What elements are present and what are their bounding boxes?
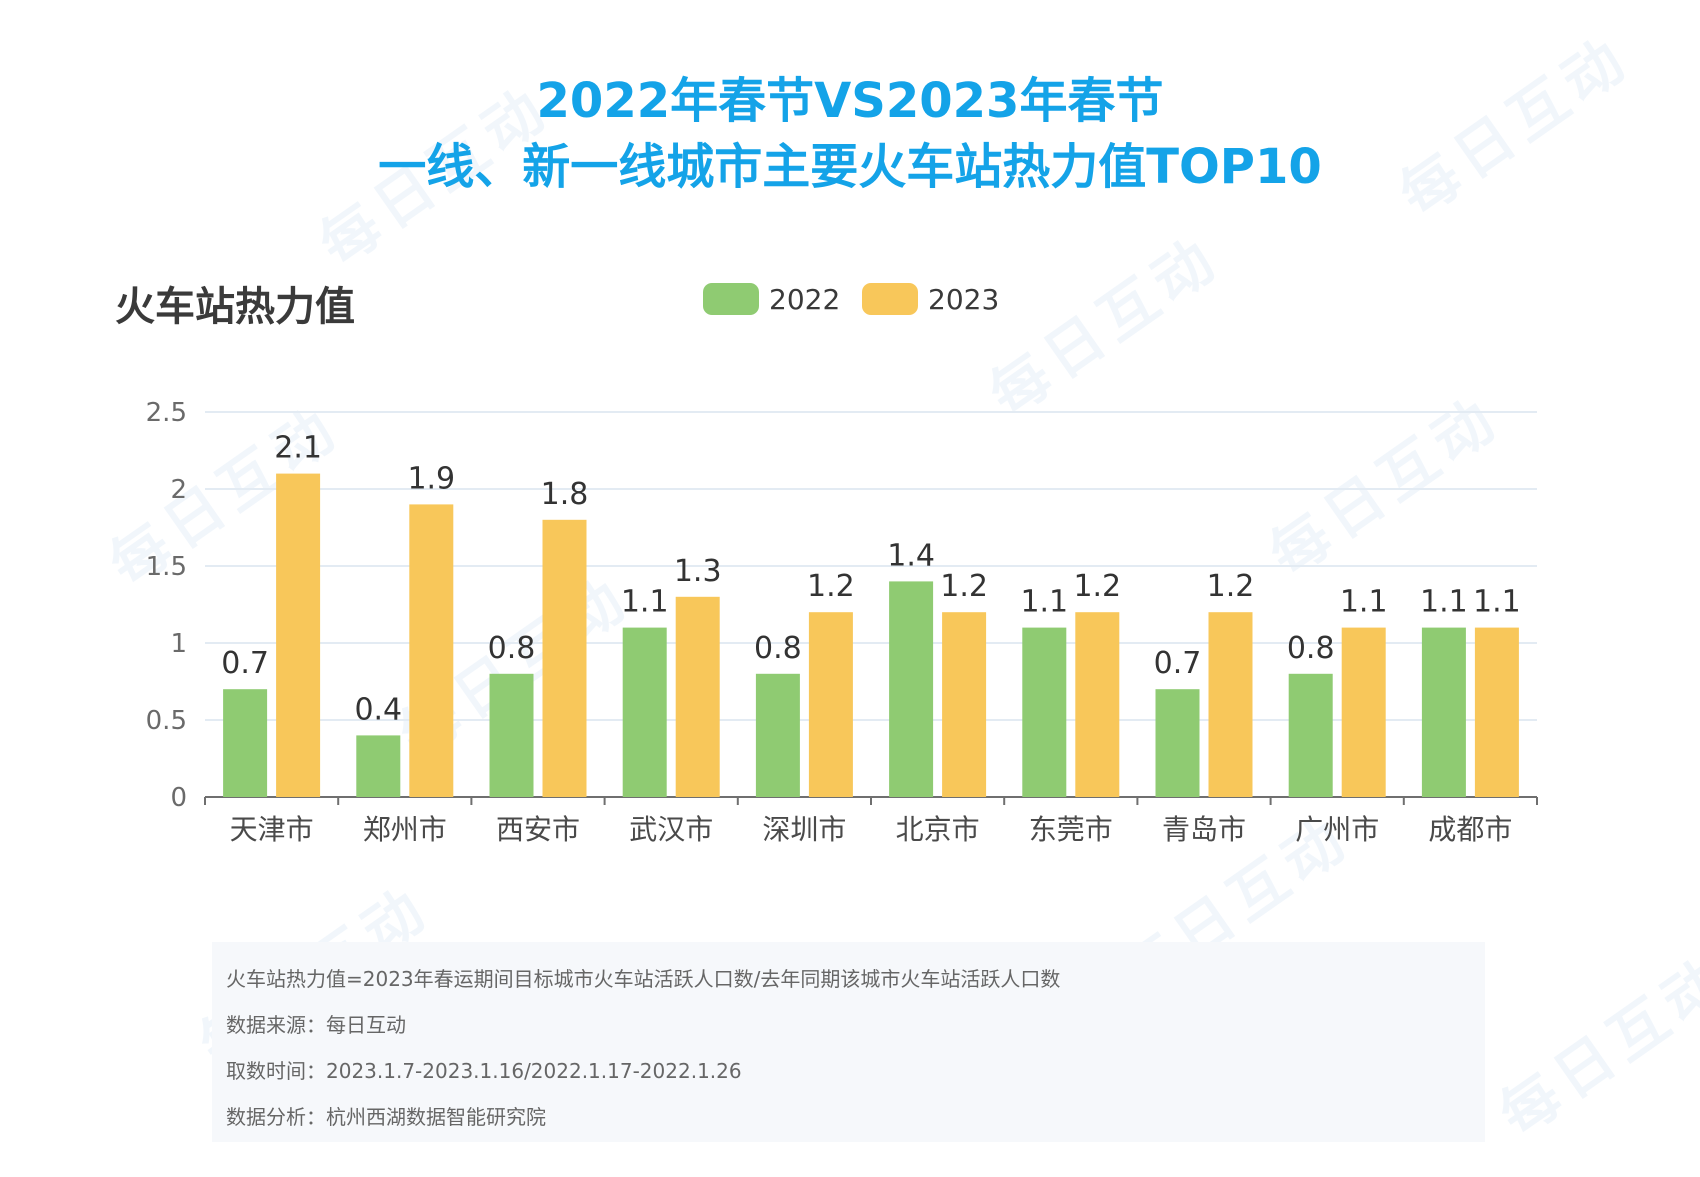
chart-title-line1: 2022年春节VS2023年春节 [536,73,1164,129]
y-tick-label: 1 [170,629,187,659]
bar-2023 [1208,612,1253,797]
bar-2023 [542,519,587,797]
data-label-2023: 1.2 [940,569,988,604]
data-label-2023: 1.1 [1473,585,1521,620]
legend-label-2023: 2023 [928,282,1000,316]
bar-2023 [675,596,720,797]
bar-2022 [356,735,401,797]
x-category-label: 东莞市 [1029,813,1113,846]
note-period: 取数时间：2023.1.7-2023.1.16/2022.1.17-2022.1… [226,1059,742,1083]
note-source: 数据来源：每日互动 [226,1013,406,1037]
data-label-2022: 0.8 [1287,631,1335,666]
bar-2023 [942,612,987,797]
data-label-2022: 1.1 [1020,585,1068,620]
data-label-2022: 0.7 [1154,646,1202,681]
notes-panel: 火车站热力值=2023年春运期间目标城市火车站活跃人口数/去年同期该城市火车站活… [212,942,1485,1142]
bar-2022 [622,627,667,797]
data-label-2023: 1.1 [1340,585,1388,620]
x-category-label: 成都市 [1428,813,1512,846]
y-axis-title: 火车站热力值 [115,284,355,330]
x-category-label: 北京市 [896,813,980,846]
note-analysis: 数据分析：杭州西湖数据智能研究院 [226,1105,546,1129]
x-category-label: 西安市 [496,813,580,846]
bar-2023 [1474,627,1519,797]
y-tick-label: 2.5 [146,398,187,428]
x-category-label: 天津市 [230,813,314,846]
bar-2022 [489,673,534,797]
data-label-2022: 1.1 [621,585,669,620]
y-tick-label: 1.5 [146,552,187,582]
bar-2022 [1421,627,1466,797]
bar-2022 [1288,673,1333,797]
bar-2023 [808,612,853,797]
x-category-label: 青岛市 [1162,813,1246,846]
data-label-2022: 0.8 [488,631,536,666]
bar-2023 [409,504,454,797]
data-label-2023: 1.2 [807,569,855,604]
y-tick-label: 0 [170,783,187,813]
bar-2022 [889,581,934,797]
data-label-2023: 1.9 [407,461,455,496]
note-definition: 火车站热力值=2023年春运期间目标城市火车站活跃人口数/去年同期该城市火车站活… [226,967,1061,991]
chart-title-line2: 一线、新一线城市主要火车站热力值TOP10 [378,139,1322,195]
y-tick-label: 2 [170,475,187,505]
data-label-2023: 1.2 [1207,569,1255,604]
x-category-label: 郑州市 [363,813,447,846]
data-label-2022: 1.1 [1420,585,1468,620]
bar-2022 [755,673,800,797]
data-label-2022: 0.8 [754,631,802,666]
legend-swatch-2022 [703,283,759,315]
data-label-2022: 1.4 [887,538,935,573]
data-label-2023: 1.2 [1073,569,1121,604]
x-category-label: 武汉市 [629,813,713,846]
bar-2022 [1022,627,1067,797]
data-label-2023: 2.1 [274,431,322,466]
data-label-2022: 0.7 [221,646,269,681]
legend-item-2023[interactable]: 2023 [862,279,999,319]
bar-2023 [1075,612,1120,797]
legend-swatch-2023 [862,283,918,315]
x-category-label: 深圳市 [762,813,846,846]
legend-label-2022: 2022 [769,282,841,316]
y-tick-label: 0.5 [146,706,187,736]
data-label-2023: 1.8 [541,477,589,512]
bar-2022 [1155,689,1200,797]
bar-2023 [1341,627,1386,797]
bar-2022 [223,689,268,797]
x-category-label: 广州市 [1295,813,1379,846]
bar-2023 [276,473,321,797]
data-label-2022: 0.4 [354,692,402,727]
data-label-2023: 1.3 [674,554,722,589]
legend-item-2022[interactable]: 2022 [703,279,840,319]
